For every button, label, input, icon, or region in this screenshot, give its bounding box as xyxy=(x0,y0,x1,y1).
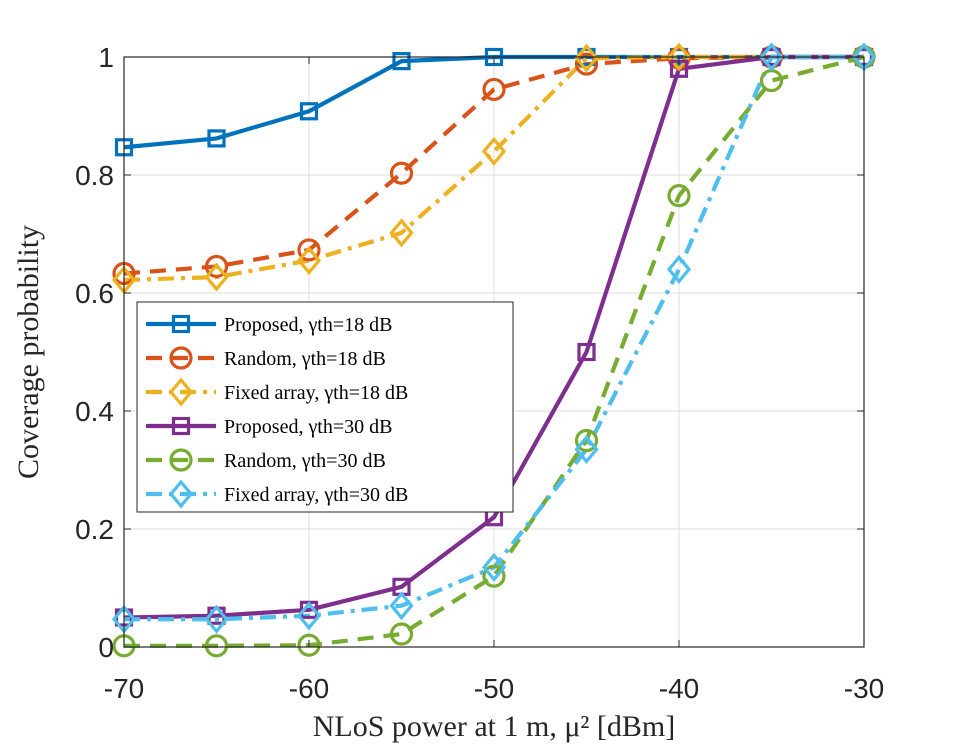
data-point xyxy=(482,77,506,102)
tick-labels: -70 -60 -50 -40 -30 0 0.2 0.4 0.6 0.8 1 xyxy=(75,42,884,704)
data-point xyxy=(666,254,692,284)
data-point xyxy=(299,102,319,121)
data-point xyxy=(392,52,411,71)
legend-swatch-marker xyxy=(169,448,193,472)
data-point xyxy=(389,218,414,248)
series-line xyxy=(124,54,865,648)
y-tick-label: 0.8 xyxy=(75,160,114,191)
data-point xyxy=(666,42,692,72)
data-point xyxy=(296,601,322,631)
data-point xyxy=(481,552,507,582)
data-point xyxy=(667,184,691,208)
legend-label: Random, γth=18 dB xyxy=(224,348,386,370)
data-point xyxy=(482,564,506,588)
data-point xyxy=(204,254,229,279)
data-point xyxy=(481,136,507,166)
legend-label: Proposed, γth=30 dB xyxy=(224,416,392,438)
data-point xyxy=(389,591,414,621)
ticks xyxy=(123,56,865,648)
data-point xyxy=(574,52,599,76)
data-point xyxy=(574,43,599,73)
data-point xyxy=(389,161,414,185)
x-tick-label: -50 xyxy=(474,673,514,704)
y-tick-label: 0 xyxy=(98,632,114,663)
legend-swatch-marker xyxy=(168,377,194,407)
data-point xyxy=(204,634,229,658)
legend-label: Random, γth=30 dB xyxy=(224,450,386,472)
y-axis-title: Coverage probability xyxy=(12,225,45,479)
legend-label: Proposed, γth=18 dB xyxy=(224,314,392,336)
data-point xyxy=(574,428,599,453)
data-point xyxy=(389,622,414,646)
y-tick-label: 0.6 xyxy=(75,278,114,309)
legend-label: Fixed array, γth=18 dB xyxy=(224,382,408,404)
data-point xyxy=(574,434,599,464)
data-point xyxy=(297,238,321,262)
x-tick-label: -60 xyxy=(289,673,329,704)
legend-box xyxy=(136,301,514,513)
y-tick-label: 1 xyxy=(98,42,114,73)
x-tick-label: -70 xyxy=(104,673,144,704)
legend: Proposed, γth=18 dB Random, γth=18 dB Fixe… xyxy=(136,301,514,513)
legend-swatch-marker xyxy=(168,479,194,509)
data-point xyxy=(204,262,229,292)
data-point xyxy=(204,604,229,634)
x-tick-label: -30 xyxy=(844,673,884,704)
legend-swatch-marker xyxy=(171,416,191,436)
data-point xyxy=(296,246,322,276)
data-point xyxy=(297,633,321,657)
x-axis-title: NLoS power at 1 m, μ² [dBm] xyxy=(313,710,676,743)
series-line xyxy=(123,54,864,620)
data-point xyxy=(577,342,596,362)
data-point xyxy=(759,42,784,72)
legend-label: Fixed array, γth=30 dB xyxy=(224,484,408,506)
legend-swatch-marker xyxy=(171,314,191,334)
data-point xyxy=(207,129,226,148)
y-tick-label: 0.2 xyxy=(75,514,114,545)
x-tick-label: -40 xyxy=(659,673,699,704)
legend-swatch-marker xyxy=(169,346,193,370)
y-tick-label: 0.4 xyxy=(75,396,114,427)
